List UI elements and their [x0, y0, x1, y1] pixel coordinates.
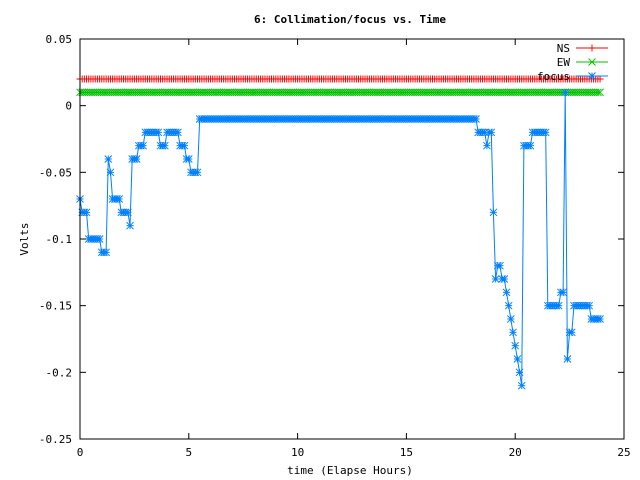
point-focus: [526, 141, 535, 150]
point-focus: [489, 208, 498, 217]
point-focus: [563, 355, 572, 363]
point-focus: [511, 341, 520, 350]
point-ew: [594, 88, 602, 97]
point-focus: [585, 301, 594, 310]
point-focus: [513, 355, 522, 363]
point-ew: [596, 88, 604, 97]
point-focus: [517, 381, 526, 390]
x-tick-label: 5: [185, 446, 192, 459]
point-focus: [491, 275, 500, 283]
point-focus: [496, 261, 504, 270]
point-focus: [504, 301, 513, 310]
x-tick-label: 0: [77, 446, 84, 459]
point-focus: [596, 315, 604, 323]
point-focus: [509, 328, 517, 337]
point-focus: [515, 368, 524, 377]
y-tick-label: 0: [65, 100, 72, 113]
legend-marker-focus: [588, 72, 596, 80]
point-focus: [567, 328, 576, 337]
point-ns: [596, 75, 604, 83]
point-focus: [104, 155, 113, 163]
y-tick-label: -0.1: [46, 233, 73, 246]
legend-label-focus: focus: [537, 70, 570, 83]
plot-area: [76, 75, 604, 390]
point-focus: [180, 141, 189, 150]
y-tick-label: -0.05: [39, 166, 72, 179]
y-tick-label: 0.05: [46, 33, 73, 46]
y-axis-label: Volts: [18, 222, 31, 255]
axis-ticks: 0 5 10 15 20 25 0.05 0 -0.05 -0.1 -0.15 -0.2 -0.25: [39, 33, 631, 459]
point-focus: [483, 141, 491, 150]
point-focus: [184, 155, 193, 163]
point-focus: [541, 128, 550, 137]
point-focus: [500, 275, 509, 283]
legend-marker-ns: [588, 44, 596, 52]
point-focus: [561, 88, 570, 97]
point-focus: [174, 128, 182, 137]
point-focus: [139, 141, 147, 150]
y-tick-label: -0.15: [39, 300, 72, 313]
x-tick-label: 10: [291, 446, 304, 459]
point-focus: [132, 155, 141, 163]
plot-frame: [79, 38, 625, 440]
y-tick-label: -0.2: [46, 366, 73, 379]
point-focus: [154, 128, 163, 137]
series-line-focus: [79, 92, 601, 386]
point-focus: [106, 168, 115, 177]
point-focus: [124, 208, 132, 217]
legend-marker-ew: [588, 58, 596, 66]
point-focus: [126, 221, 134, 230]
point-focus: [115, 195, 124, 203]
y-tick-label: -0.25: [39, 433, 72, 446]
point-focus: [559, 288, 567, 297]
legend-label-ns: NS: [557, 42, 570, 55]
point-focus: [95, 235, 104, 243]
point-focus: [487, 128, 496, 137]
x-axis-label: time (Elapse Hours): [287, 464, 413, 477]
point-focus: [102, 248, 110, 257]
point-focus: [554, 301, 563, 310]
x-tick-label: 20: [509, 446, 522, 459]
legend-label-ew: EW: [557, 56, 571, 69]
chart-title: 6: Collimation/focus vs. Time: [254, 13, 446, 26]
point-focus: [82, 208, 91, 217]
x-tick-label: 15: [400, 446, 413, 459]
x-tick-label: 25: [617, 446, 630, 459]
point-focus: [472, 115, 480, 123]
point-focus: [502, 288, 511, 297]
point-focus: [193, 168, 202, 177]
point-focus: [161, 141, 169, 150]
point-focus: [506, 315, 515, 323]
